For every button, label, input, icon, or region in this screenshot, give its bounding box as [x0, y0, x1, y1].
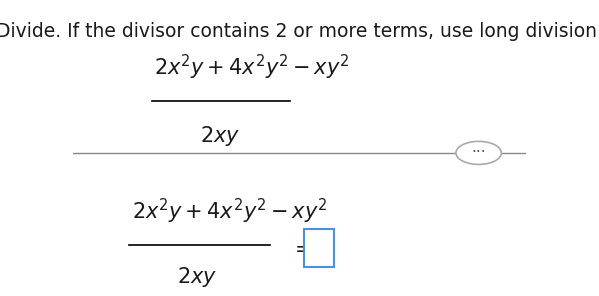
Text: $2x^2y+4x^2y^2-xy^2$: $2x^2y+4x^2y^2-xy^2$ — [155, 53, 350, 82]
Text: $=$: $=$ — [291, 238, 312, 258]
Ellipse shape — [456, 141, 501, 165]
Text: $2xy$: $2xy$ — [199, 124, 240, 148]
Text: Divide. If the divisor contains 2 or more terms, use long division.: Divide. If the divisor contains 2 or mor… — [0, 22, 599, 41]
Text: $2xy$: $2xy$ — [177, 266, 217, 289]
Text: ···: ··· — [471, 145, 486, 160]
FancyBboxPatch shape — [304, 229, 334, 267]
Text: $2x^2y+4x^2y^2-xy^2$: $2x^2y+4x^2y^2-xy^2$ — [132, 197, 327, 226]
